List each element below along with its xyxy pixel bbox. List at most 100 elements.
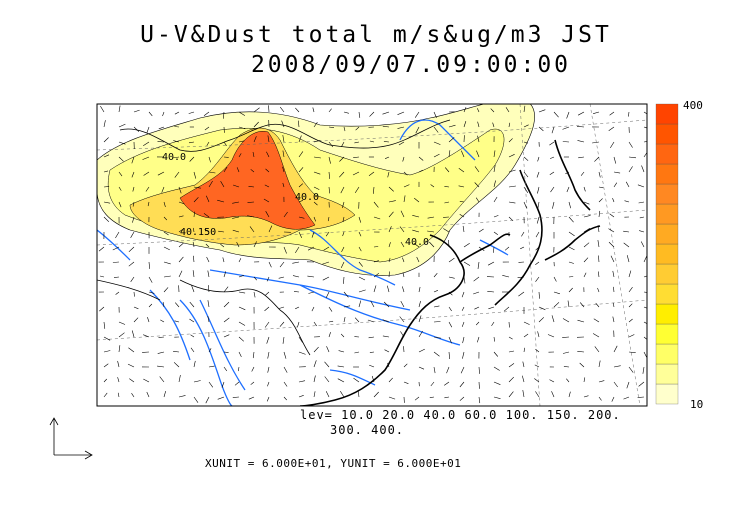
wind-arrow xyxy=(313,140,321,143)
wind-arrow xyxy=(220,181,225,188)
wind-arrow xyxy=(493,351,499,357)
wind-arrow xyxy=(562,318,570,323)
wind-arrow xyxy=(133,306,139,310)
wind-arrow xyxy=(487,261,495,266)
wind-arrow xyxy=(343,111,349,114)
wind-arrow xyxy=(328,306,333,312)
wind-arrow xyxy=(508,122,511,128)
wind-arrow xyxy=(163,201,166,207)
wind-arrow xyxy=(340,391,345,398)
wind-arrow xyxy=(403,171,408,176)
wind-arrow xyxy=(568,231,575,237)
wind-arrow xyxy=(643,141,647,143)
wind-arrow xyxy=(283,396,288,401)
wind-arrow xyxy=(643,255,647,263)
wind-arrow xyxy=(373,201,379,208)
wind-arrow xyxy=(103,392,108,398)
wind-arrow xyxy=(193,211,195,218)
wind-arrow xyxy=(147,201,150,207)
wind-arrow xyxy=(99,275,105,278)
wind-arrow xyxy=(252,151,255,158)
wind-arrow xyxy=(118,345,121,353)
wind-arrow xyxy=(598,380,605,383)
wind-arrow xyxy=(127,363,135,368)
wind-arrow xyxy=(163,275,171,278)
wind-arrow xyxy=(103,137,109,143)
wind-arrow xyxy=(478,396,481,404)
wind-arrow xyxy=(146,391,150,398)
wind-arrow xyxy=(583,257,589,263)
wind-arrow xyxy=(549,141,555,146)
wind-arrow xyxy=(178,229,184,233)
wind-arrow xyxy=(298,183,304,188)
wind-arrow xyxy=(353,156,360,158)
wind-arrow xyxy=(568,276,574,278)
wind-arrow xyxy=(157,351,165,354)
wind-arrow xyxy=(643,151,647,158)
wind-arrow xyxy=(562,351,570,354)
wind-arrow xyxy=(568,216,574,223)
wind-arrow xyxy=(253,241,257,248)
wind-arrow xyxy=(279,261,285,268)
wind-arrow xyxy=(324,376,330,383)
wind-arrow xyxy=(328,141,334,148)
wind-arrow xyxy=(358,289,366,293)
wind-arrow xyxy=(553,276,557,282)
wind-arrow xyxy=(608,241,615,248)
wind-arrow xyxy=(623,396,630,400)
wind-arrow xyxy=(278,276,285,279)
wind-arrow xyxy=(387,285,390,293)
wind-arrow xyxy=(223,166,228,173)
wind-arrow xyxy=(459,381,465,388)
wind-arrow xyxy=(412,229,420,233)
wind-arrow xyxy=(414,197,420,203)
wind-arrow xyxy=(613,156,617,164)
wind-arrow xyxy=(298,351,306,355)
colorbar-segment xyxy=(655,283,679,305)
wind-arrow xyxy=(461,150,465,158)
wind-arrow xyxy=(253,291,256,298)
colorbar-segment xyxy=(655,383,679,405)
wind-arrow xyxy=(297,321,300,328)
wind-arrow xyxy=(157,171,165,176)
wind-arrow xyxy=(583,227,591,233)
wind-arrow xyxy=(192,241,195,248)
wind-arrow xyxy=(462,225,465,233)
wind-arrow xyxy=(358,246,362,252)
wind-arrow xyxy=(418,348,425,353)
wind-arrow xyxy=(493,396,501,399)
wind-arrow xyxy=(112,246,120,251)
wind-arrow xyxy=(387,171,390,178)
title-line2: 2008/09/07.09:00:00 xyxy=(250,52,572,78)
wind-arrow xyxy=(327,216,330,222)
wind-arrow xyxy=(369,111,375,117)
wind-arrow xyxy=(295,107,300,113)
wind-arrow xyxy=(223,286,229,293)
colorbar-segment xyxy=(655,123,679,145)
wind-arrow xyxy=(444,167,450,173)
wind-arrow xyxy=(282,166,285,173)
contour-levels-line2: 300. 400. xyxy=(330,423,405,437)
wind-arrow xyxy=(368,336,375,339)
wind-arrow xyxy=(133,126,140,132)
wind-arrow xyxy=(549,156,555,159)
wind-arrow xyxy=(427,230,435,233)
wind-arrow xyxy=(313,391,316,398)
wind-arrow xyxy=(264,184,270,188)
wind-arrow xyxy=(206,256,210,263)
wind-arrow xyxy=(339,171,345,178)
wind-arrow xyxy=(563,366,570,368)
wind-arrow xyxy=(623,230,630,233)
wind-arrow xyxy=(521,231,525,237)
wind-arrow xyxy=(190,347,195,353)
wind-arrow xyxy=(115,231,120,239)
wind-arrow xyxy=(292,275,300,278)
wind-arrow xyxy=(463,121,467,128)
wind-arrow xyxy=(370,300,375,308)
wind-arrow xyxy=(642,366,645,374)
wind-arrow xyxy=(536,216,540,224)
wind-arrow xyxy=(565,171,570,175)
wind-arrow xyxy=(232,216,240,219)
wind-arrow xyxy=(478,246,485,251)
wind-arrow xyxy=(178,270,183,278)
